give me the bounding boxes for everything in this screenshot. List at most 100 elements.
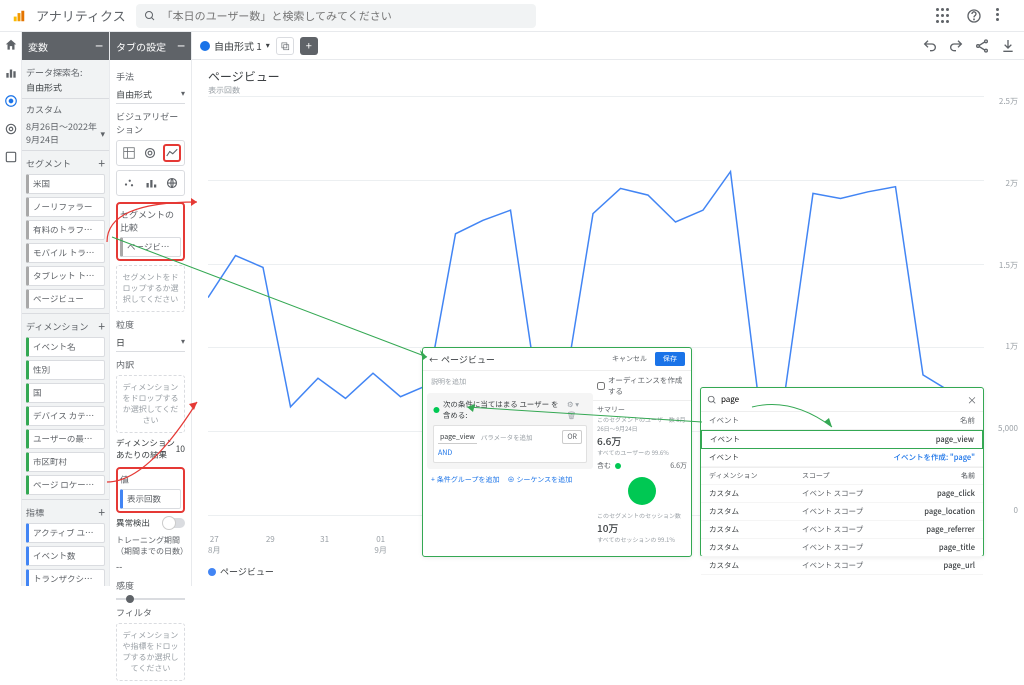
values-chip[interactable]: 表示回数: [120, 489, 181, 509]
collapse-icon[interactable]: −: [177, 36, 185, 56]
chip[interactable]: 米国: [26, 174, 105, 194]
chip[interactable]: トランザクション: [26, 569, 105, 586]
segment-dropzone[interactable]: セグメントをドロップするか選択してください: [116, 265, 185, 312]
chip[interactable]: ページビュー: [26, 289, 105, 309]
search-result-row[interactable]: カスタムイベント スコープpage_url: [701, 557, 983, 575]
segment-builder-overlay: ←ページビュー キャンセル保存 説明を追加 次の条件に当てはまる ユーザー を含…: [422, 347, 692, 557]
explore-icon[interactable]: [4, 94, 18, 108]
add-segment-icon[interactable]: +: [98, 155, 105, 172]
chip[interactable]: 性別: [26, 360, 105, 380]
anomaly-toggle[interactable]: [163, 518, 185, 528]
sessions-value: 10万: [597, 520, 687, 535]
or-button[interactable]: OR: [562, 430, 582, 444]
segments-label: セグメント: [26, 157, 71, 170]
breakdown-dropzone[interactable]: ディメンションをドロップするか選択してください: [116, 375, 185, 433]
redo-icon[interactable]: [948, 38, 964, 54]
viz-geo-icon[interactable]: [163, 174, 181, 192]
chip[interactable]: ユーザーの最初の…: [26, 429, 105, 449]
chip[interactable]: イベント数: [26, 546, 105, 566]
summary-value: 6.6万: [597, 433, 687, 448]
viz-row-1: [116, 140, 185, 166]
cancel-button[interactable]: キャンセル: [608, 352, 651, 366]
viz-bar-icon[interactable]: [142, 174, 160, 192]
condition-field[interactable]: page_view: [438, 431, 477, 444]
search-result-row: ディメンションスコープ名前: [701, 467, 983, 485]
chip[interactable]: 市区町村: [26, 452, 105, 472]
anomaly-label: 異常検出: [116, 517, 150, 529]
segment-compare-box: セグメントの比較 ページビュー: [116, 202, 185, 261]
sensitivity-slider[interactable]: [116, 598, 185, 600]
exploration-name-label: データ探索名:: [26, 66, 105, 79]
viz-scatter-icon[interactable]: [120, 174, 138, 192]
add-condition-group[interactable]: + 条件グループを追加: [431, 475, 499, 485]
date-range[interactable]: 8月26日～2022年9月24日: [26, 120, 100, 146]
chip[interactable]: ページ ロケーション: [26, 475, 105, 495]
canvas: 自由形式 1▾ + ページビュー 表示回数 2.5万2万1.5万1万5,0000…: [192, 32, 1024, 586]
add-dimension-icon[interactable]: +: [98, 318, 105, 335]
search-result-row[interactable]: イベントイベントを作成: "page": [701, 449, 983, 467]
values-box: 値 表示回数: [116, 467, 185, 513]
home-icon[interactable]: [4, 38, 18, 52]
method-label: 手法: [116, 70, 185, 83]
back-arrow-icon[interactable]: ←: [429, 353, 438, 366]
chip[interactable]: タブレット トラフ…: [26, 266, 105, 286]
download-icon[interactable]: [1000, 38, 1016, 54]
seg-compare-chip[interactable]: ページビュー: [120, 237, 181, 257]
add-description[interactable]: 説明を追加: [427, 375, 593, 389]
global-search[interactable]: [136, 4, 536, 28]
chip[interactable]: 有料のトラフィック: [26, 220, 105, 240]
include-icon: [433, 406, 440, 414]
chip[interactable]: 国: [26, 383, 105, 403]
metrics-label: 指標: [26, 506, 44, 519]
advertising-icon[interactable]: [4, 122, 18, 136]
condition-header: 次の条件に当てはまる ユーザー を含める:: [443, 399, 564, 421]
condition-settings-icon[interactable]: ⚙ ▾ 🗑: [567, 399, 587, 421]
exploration-name[interactable]: 自由形式: [26, 81, 105, 94]
values-label: 値: [120, 473, 181, 486]
dimensions-label: ディメンション: [26, 320, 88, 333]
search-result-row[interactable]: カスタムイベント スコープpage_title: [701, 539, 983, 557]
share-icon[interactable]: [974, 38, 990, 54]
apps-icon[interactable]: [936, 8, 952, 24]
event-search-input[interactable]: [721, 394, 963, 405]
tab[interactable]: 自由形式 1▾: [200, 38, 270, 53]
viz-line-icon[interactable]: [163, 144, 181, 162]
app-header: アナリティクス: [0, 0, 1024, 32]
chip[interactable]: ノーリファラー: [26, 197, 105, 217]
rows-per-dim-select[interactable]: 10: [176, 443, 185, 455]
settings-panel: タブの設定− 手法 自由形式 ビジュアリゼーション セグメントの比較 ページビュ…: [110, 32, 192, 586]
search-result-row[interactable]: カスタムイベント スコープpage_location: [701, 503, 983, 521]
save-button[interactable]: 保存: [655, 352, 685, 366]
duplicate-tab-button[interactable]: [276, 37, 294, 55]
configure-icon[interactable]: [4, 150, 18, 164]
search-input[interactable]: [162, 8, 528, 24]
chip[interactable]: アクティブ ユーザ…: [26, 523, 105, 543]
reports-icon[interactable]: [4, 66, 18, 80]
undo-icon[interactable]: [922, 38, 938, 54]
search-result-row[interactable]: イベントpage_view: [701, 430, 983, 449]
viz-donut-icon[interactable]: [142, 144, 160, 162]
add-tab-button[interactable]: +: [300, 37, 318, 55]
nav-rail: [0, 32, 22, 586]
add-metric-icon[interactable]: +: [98, 504, 105, 521]
segment-builder-title: ページビュー: [441, 353, 495, 366]
search-result-row[interactable]: カスタムイベント スコープpage_referrer: [701, 521, 983, 539]
filter-dropzone[interactable]: ディメンションや指標をドロップするか選択してください: [116, 623, 185, 681]
close-icon[interactable]: ×: [967, 392, 977, 407]
rows-per-dim-label: ディメンションあたりの結果: [116, 437, 176, 461]
chip[interactable]: デバイス カテゴリ: [26, 406, 105, 426]
more-icon[interactable]: [996, 8, 1012, 24]
chip[interactable]: モバイル トラフィ…: [26, 243, 105, 263]
method-select[interactable]: 自由形式: [116, 86, 185, 104]
add-sequence[interactable]: ⊕ シーケンスを追加: [507, 475, 572, 485]
search-icon: [144, 10, 156, 22]
granularity-select[interactable]: 日: [116, 334, 185, 352]
and-button[interactable]: AND: [438, 448, 582, 458]
chip[interactable]: イベント名: [26, 337, 105, 357]
add-parameter[interactable]: パラメータを追加: [481, 432, 533, 442]
audience-checkbox[interactable]: [597, 382, 605, 390]
viz-table-icon[interactable]: [120, 144, 138, 162]
collapse-icon[interactable]: −: [95, 36, 103, 56]
search-result-row[interactable]: カスタムイベント スコープpage_click: [701, 485, 983, 503]
help-icon[interactable]: [966, 8, 982, 24]
